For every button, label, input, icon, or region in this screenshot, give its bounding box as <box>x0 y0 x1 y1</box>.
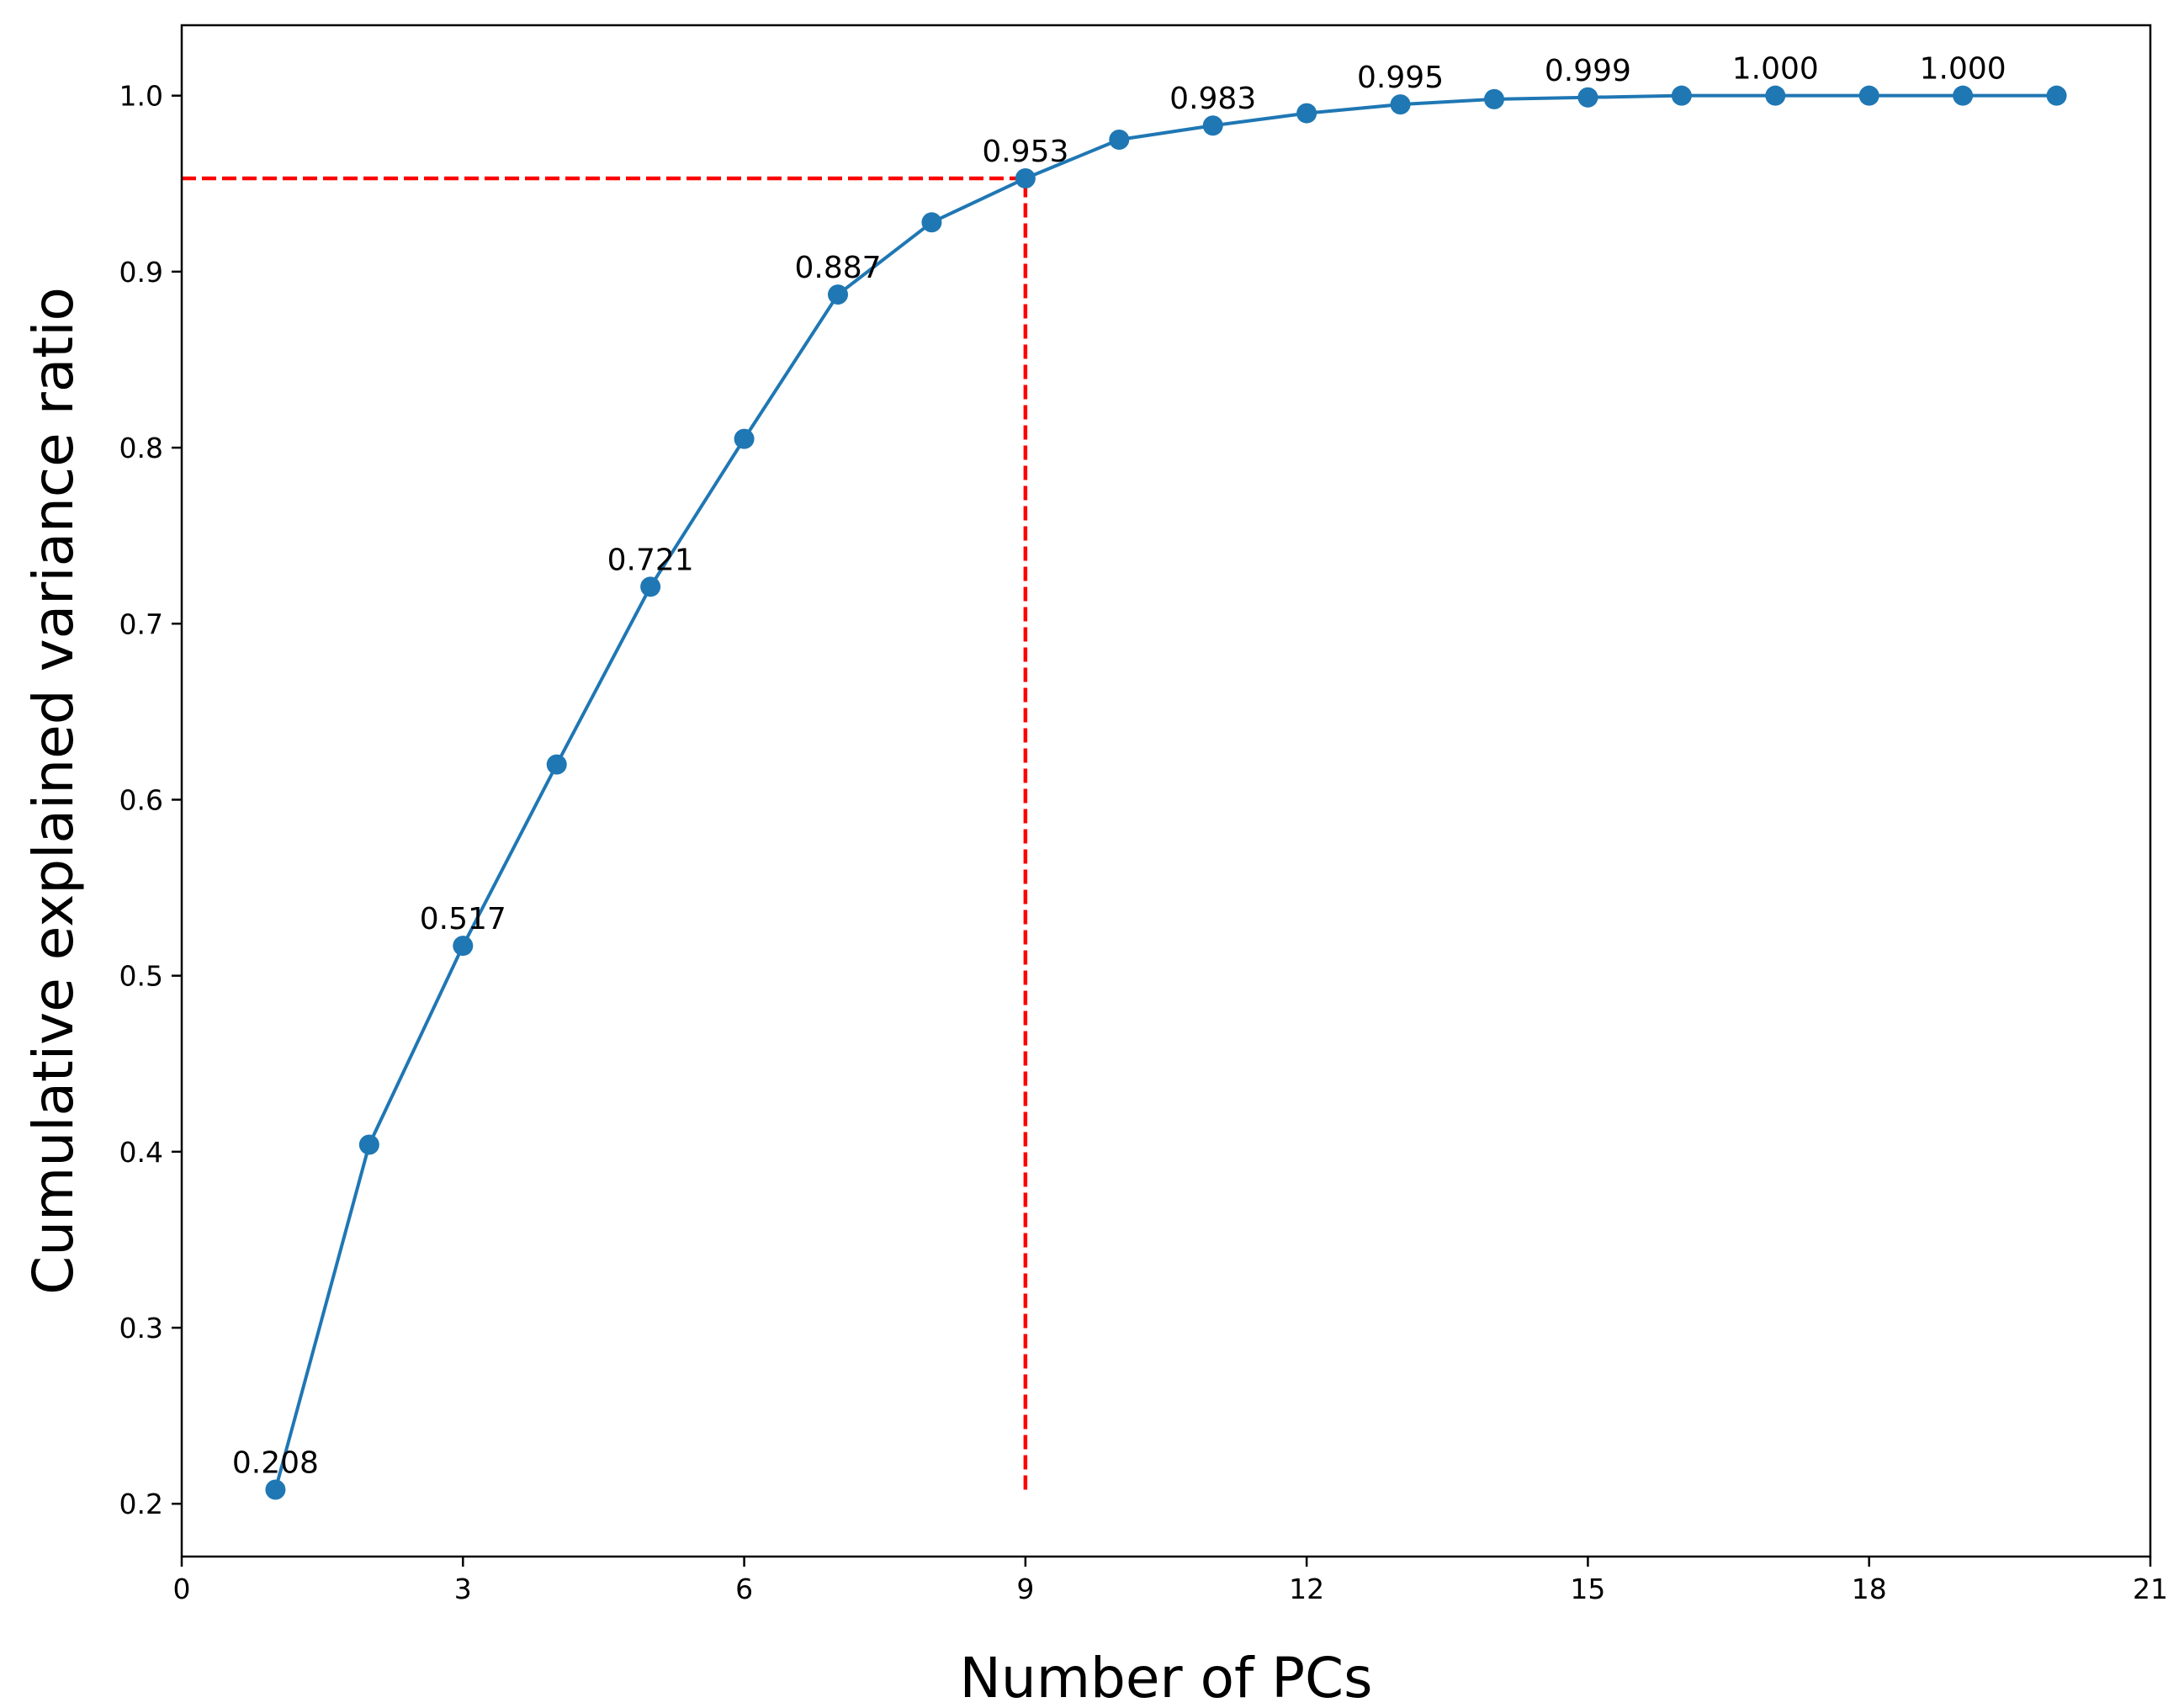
data-point <box>734 428 755 449</box>
x-tick-label: 12 <box>1289 1573 1324 1605</box>
data-point <box>2046 85 2067 106</box>
y-tick-label: 0.4 <box>119 1136 163 1169</box>
data-point <box>828 284 848 305</box>
y-tick-label: 0.3 <box>119 1312 163 1345</box>
data-point <box>358 1134 379 1155</box>
data-point <box>640 576 661 597</box>
data-point <box>1484 88 1504 109</box>
x-tick-label: 3 <box>454 1573 472 1605</box>
data-point <box>1390 94 1411 115</box>
data-point <box>1296 103 1317 124</box>
data-label: 0.887 <box>794 251 881 285</box>
plot-frame <box>180 24 2152 1558</box>
data-label: 0.995 <box>1357 61 1444 95</box>
reference-lines <box>182 176 1028 1490</box>
data-point <box>1953 85 1974 106</box>
data-point <box>453 936 474 957</box>
x-axis-title: Number of PCs <box>960 1646 1373 1708</box>
data-label: 0.953 <box>982 135 1068 169</box>
y-tick-label: 0.9 <box>119 256 163 289</box>
data-label: 0.983 <box>1169 82 1256 116</box>
data-point <box>546 754 567 775</box>
data-point <box>1765 85 1786 106</box>
y-tick-label: 0.2 <box>119 1488 163 1520</box>
y-axis: 0.2 0.3 0.4 0.5 0.6 0.7 0.8 0.9 1.0 <box>119 80 182 1520</box>
x-axis: 0 3 6 9 12 15 18 21 <box>173 1557 2168 1605</box>
data-point <box>1577 87 1598 108</box>
data-point <box>1671 85 1692 106</box>
data-label: 1.000 <box>1732 52 1819 87</box>
data-label: 0.517 <box>420 902 506 936</box>
data-point <box>1109 129 1130 150</box>
data-label: 1.000 <box>1920 52 2006 87</box>
data-point <box>921 212 942 233</box>
x-tick-label: 18 <box>1852 1573 1887 1605</box>
y-axis-title: Cumulative explained variance ratio <box>21 287 86 1295</box>
y-tick-label: 0.5 <box>119 960 163 993</box>
x-tick-label: 0 <box>173 1573 191 1605</box>
data-point <box>265 1479 286 1500</box>
data-label: 0.721 <box>607 543 694 577</box>
data-point <box>1858 85 1879 106</box>
x-tick-label: 9 <box>1016 1573 1034 1605</box>
series-line <box>273 93 2057 1491</box>
y-tick-label: 0.8 <box>119 432 163 464</box>
data-point <box>1202 115 1223 136</box>
y-tick-label: 1.0 <box>119 80 163 113</box>
y-tick-label: 0.6 <box>119 783 163 816</box>
x-tick-label: 15 <box>1570 1573 1605 1605</box>
x-tick-label: 6 <box>735 1573 753 1605</box>
x-tick-label: 21 <box>2133 1573 2168 1605</box>
y-tick-label: 0.7 <box>119 607 163 640</box>
data-label: 0.208 <box>232 1446 319 1481</box>
data-point <box>1015 168 1036 188</box>
data-label: 0.999 <box>1545 54 1631 88</box>
series-layer <box>265 85 2067 1500</box>
annotations-layer: 0.208 0.517 0.721 0.887 0.953 0.983 0.995 0.999… <box>232 52 2006 1481</box>
